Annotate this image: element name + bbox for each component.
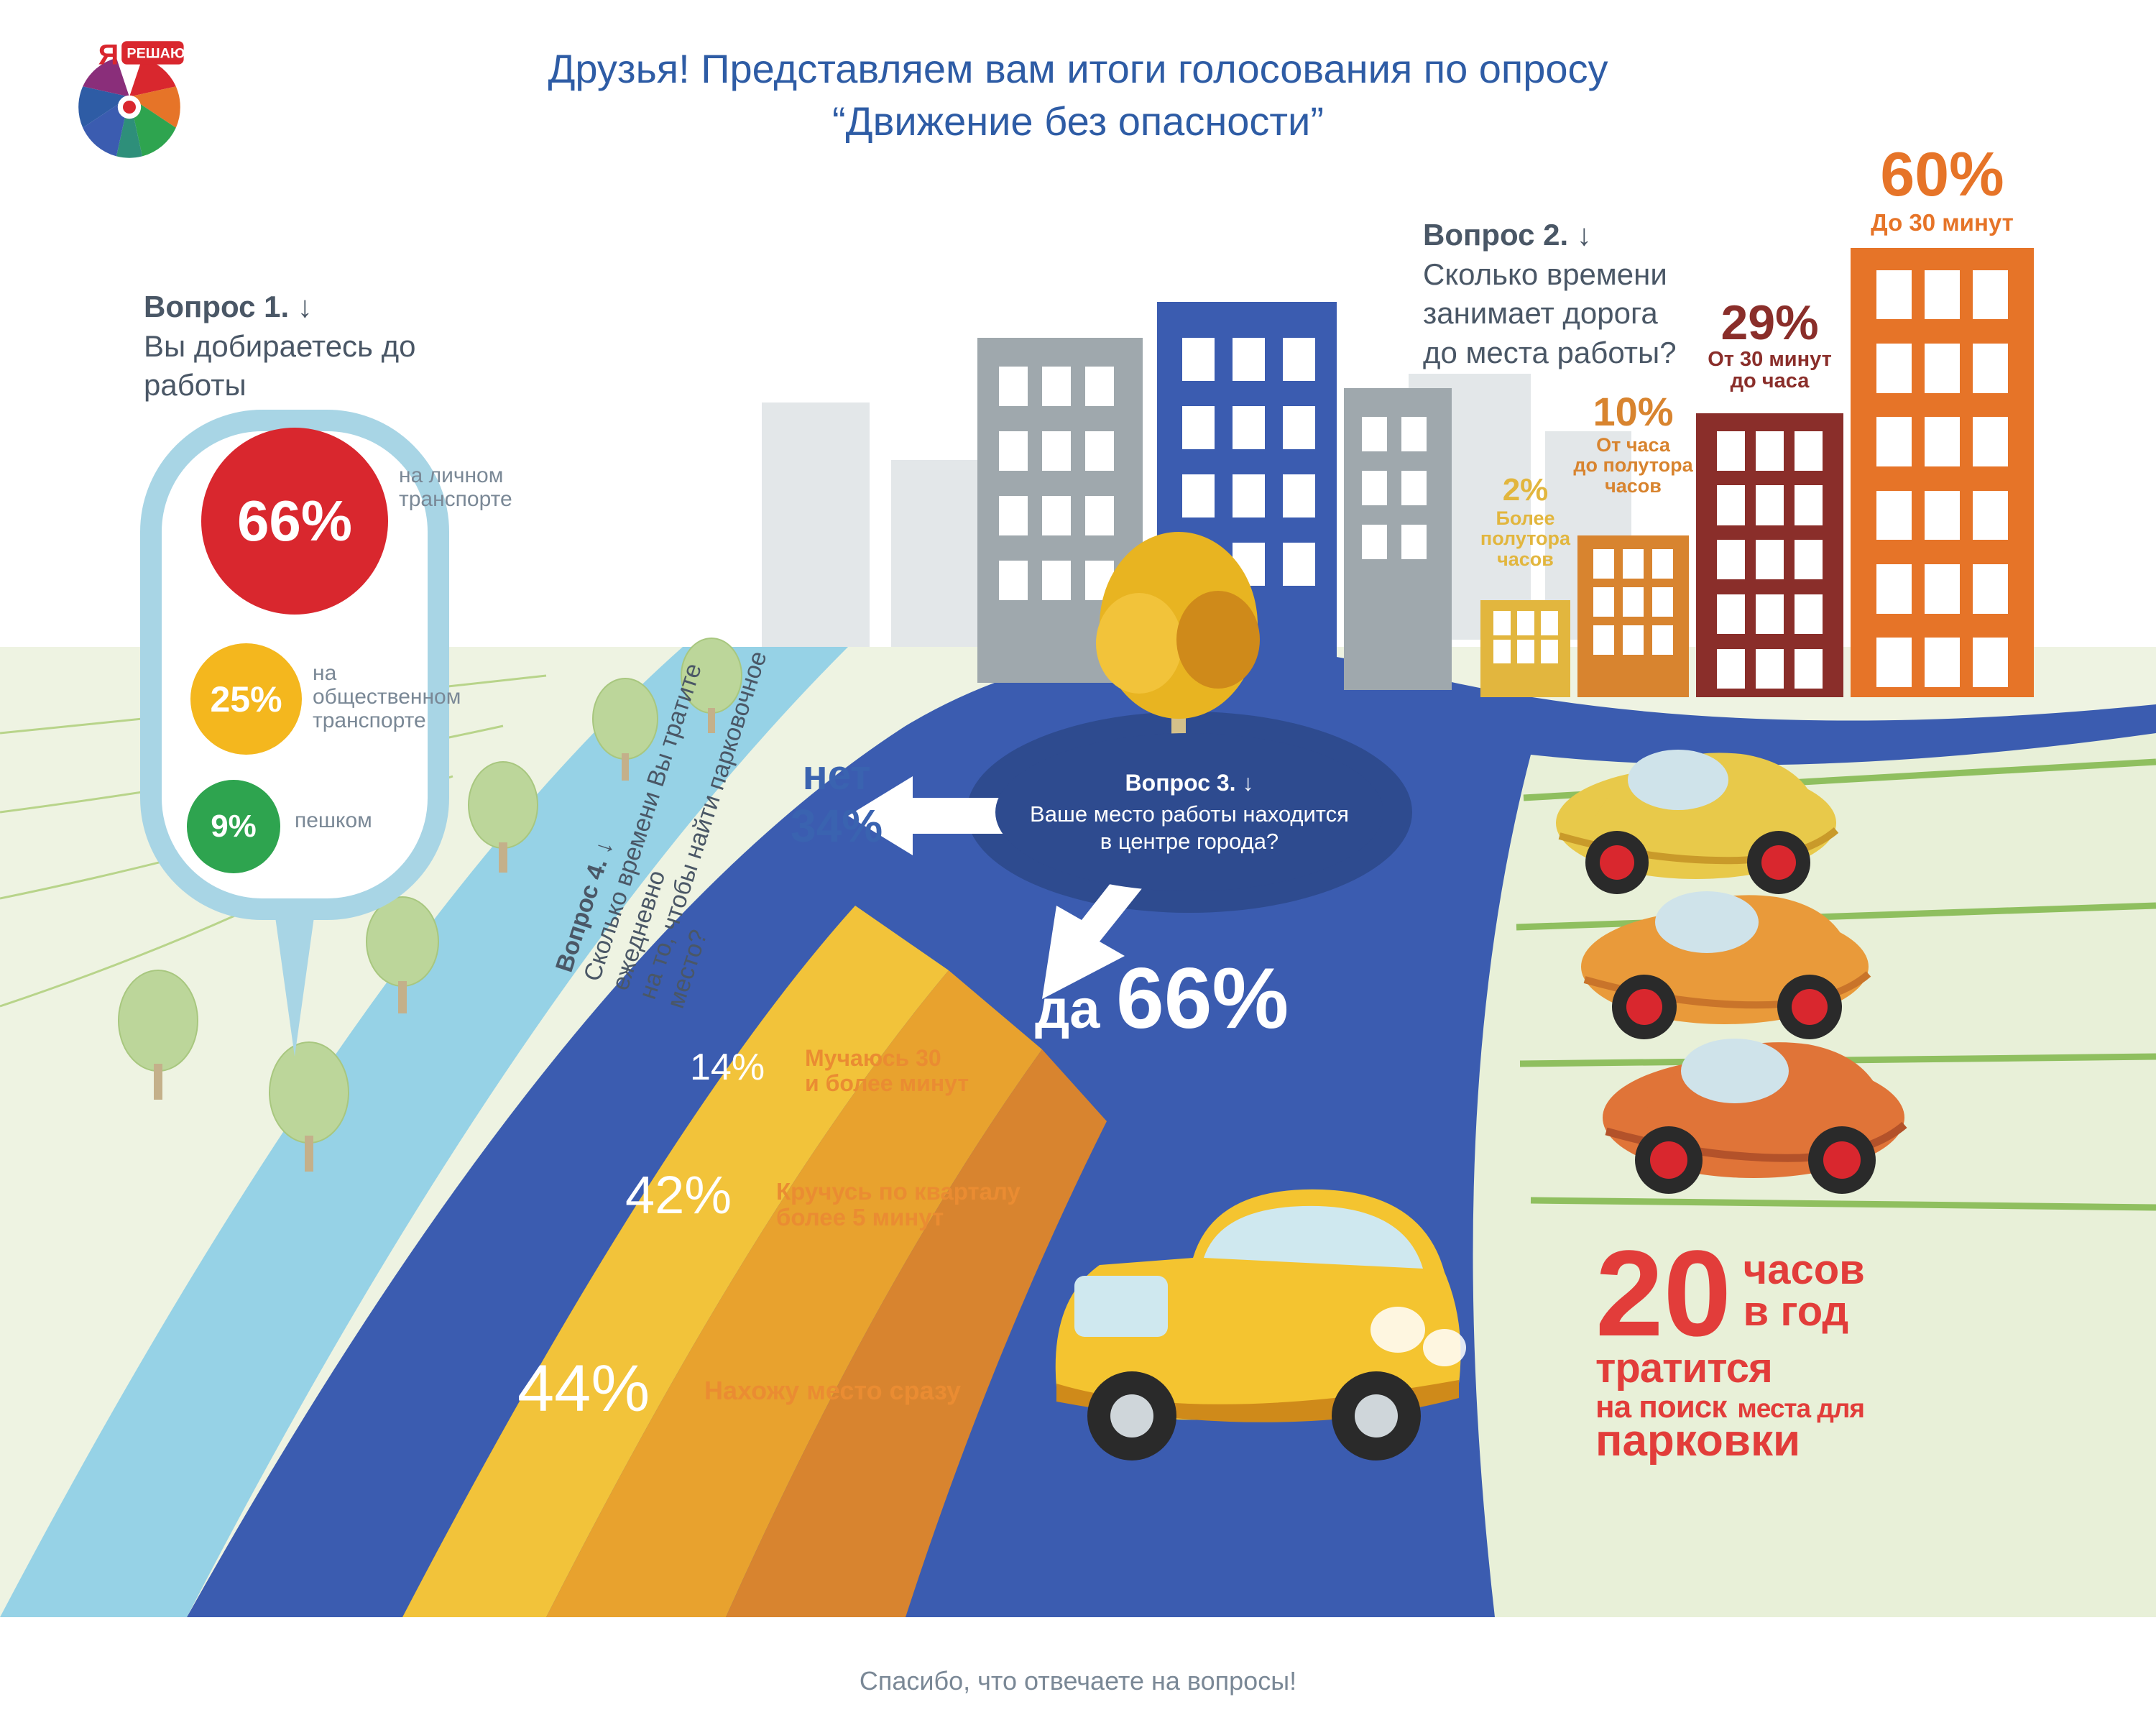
q3-yes-pct: 66% bbox=[1116, 950, 1289, 1046]
fact-col: часов в год bbox=[1743, 1249, 1865, 1333]
q1-heading: Вопрос 1. ↓ Вы добираетесь до работы bbox=[144, 288, 415, 405]
traffic-light: 66% 25% 9% на личном транспорте на общес… bbox=[133, 402, 464, 1092]
q1-label-1: на личном транспорте bbox=[399, 464, 512, 511]
q3-text: Ваше место работы находится в центре гор… bbox=[1030, 801, 1349, 854]
q4-pct-2: 42% bbox=[625, 1164, 732, 1225]
q2-b2-txt: От часа до полутора часов bbox=[1572, 435, 1695, 496]
q3-no-label: нет bbox=[791, 751, 883, 799]
q3-no-pct: 34% bbox=[791, 799, 883, 852]
q2-b1-pct: 2% bbox=[1480, 474, 1570, 506]
q3-oval: Вопрос 3. ↓ Ваше место работы находится … bbox=[995, 733, 1383, 891]
title-line1: Друзья! Представляем вам итоги голосован… bbox=[548, 46, 1608, 91]
q1-text: Вы добираетесь до работы bbox=[144, 329, 415, 402]
title-line2: “Движение без опасности” bbox=[832, 98, 1324, 144]
q3-yes: да 66% bbox=[1035, 949, 1289, 1048]
q3-heading: Вопрос 3. ↓ bbox=[1125, 770, 1254, 796]
fact-number: 20 bbox=[1595, 1236, 1731, 1353]
fact-c2: в год bbox=[1743, 1288, 1849, 1335]
q3-yes-label: да bbox=[1035, 979, 1100, 1040]
fact-l2: тратится bbox=[1595, 1348, 2055, 1388]
q2-b2-pct: 10% bbox=[1577, 392, 1689, 432]
footer-text: Спасибо, что отвечаете на вопросы! bbox=[0, 1666, 2156, 1696]
q2-b4: 60% До 30 минут bbox=[1851, 248, 2034, 697]
fact-c1: часов bbox=[1743, 1246, 1865, 1293]
q4-pct-1: 14% bbox=[690, 1046, 765, 1089]
q3-no: нет 34% bbox=[791, 751, 883, 852]
q1-pct-3: 9% bbox=[187, 780, 280, 873]
page-title: Друзья! Представляем вам итоги голосован… bbox=[0, 43, 2156, 148]
q2-b3-pct: 29% bbox=[1696, 298, 1843, 347]
q1-pct-1: 66% bbox=[201, 428, 388, 615]
q4-txt-2: Кручусь по кварталу более 5 минут bbox=[776, 1179, 1021, 1231]
q2-b2: 10% От часа до полутора часов bbox=[1577, 535, 1689, 697]
q4-txt-1: Мучаюсь 30 и более минут bbox=[805, 1046, 969, 1096]
q2-b3-txt: От 30 минут до часа bbox=[1689, 349, 1851, 392]
q4-pct-3: 44% bbox=[517, 1351, 650, 1427]
q4-txt-3: Нахожу место сразу bbox=[704, 1376, 961, 1405]
q2-buildings: 2% Более полутора часов 10% От часа до п… bbox=[1480, 248, 2041, 697]
fact-l4: парковки bbox=[1595, 1420, 2055, 1463]
q2-b3: 29% От 30 минут до часа bbox=[1696, 413, 1843, 697]
q2-b4-pct: 60% bbox=[1851, 144, 2034, 206]
q1-pct-2: 25% bbox=[190, 643, 302, 755]
q1-heading-text: Вопрос 1. ↓ bbox=[144, 290, 313, 323]
q2-b4-txt: До 30 минут bbox=[1841, 211, 2043, 236]
q1-label-2: на общественном транспорте bbox=[313, 661, 464, 732]
parking-fact: 20 часов в год тратится на поиск места д… bbox=[1595, 1236, 2055, 1463]
q2-b1: 2% Более полутора часов bbox=[1480, 600, 1570, 697]
q1-label-3: пешком bbox=[295, 809, 372, 832]
q2-heading-text: Вопрос 2. ↓ bbox=[1423, 218, 1592, 252]
q2-b1-txt: Более полутора часов bbox=[1476, 508, 1575, 569]
